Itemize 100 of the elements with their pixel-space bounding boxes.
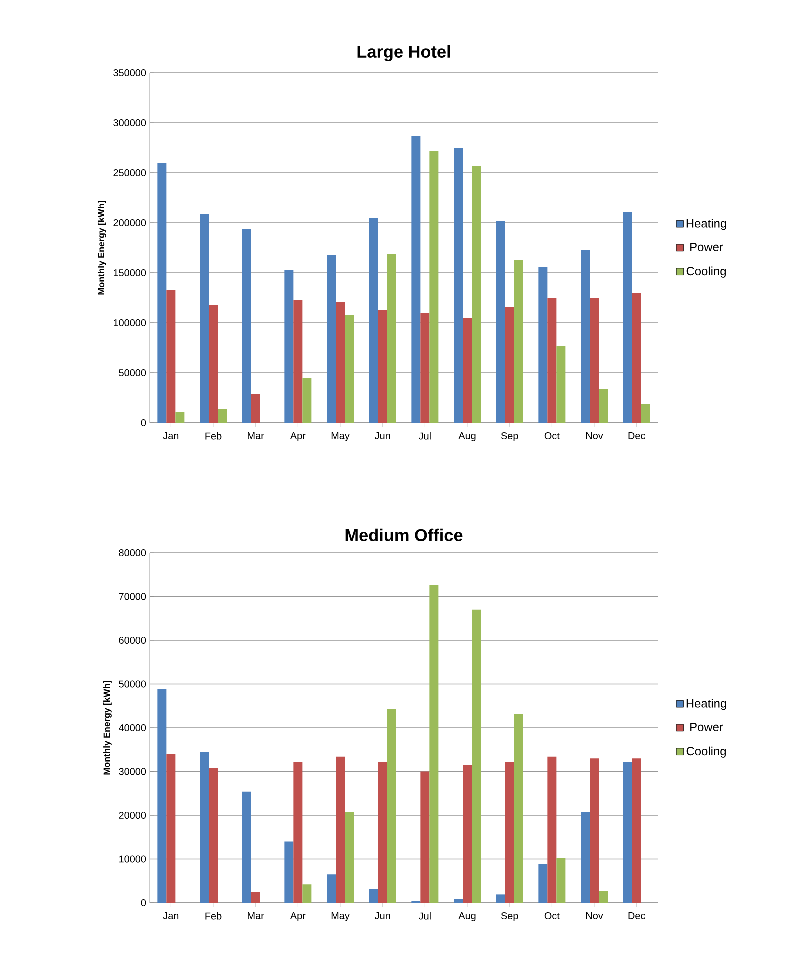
bar bbox=[548, 756, 557, 903]
bar bbox=[496, 894, 506, 903]
bar bbox=[336, 756, 346, 903]
y-tick-label: 80000 bbox=[119, 549, 146, 557]
y-tick-label: 20000 bbox=[119, 812, 146, 820]
x-tick-label: Aug bbox=[458, 912, 476, 922]
bar bbox=[538, 266, 548, 423]
bar bbox=[387, 254, 396, 423]
x-tick-label: Nov bbox=[586, 912, 604, 920]
bar bbox=[623, 212, 632, 423]
bar bbox=[327, 874, 336, 903]
x-tick-label: Jan bbox=[163, 912, 179, 920]
bar bbox=[454, 900, 464, 903]
bar bbox=[548, 298, 557, 423]
bar bbox=[345, 812, 354, 903]
y-tick-label: 0 bbox=[141, 419, 146, 427]
y-tick-label: 100000 bbox=[114, 319, 146, 327]
x-tick-label: Apr bbox=[290, 432, 306, 442]
x-tick-label: Feb bbox=[206, 912, 222, 920]
legend-label: Cooling bbox=[686, 746, 726, 758]
bar bbox=[463, 318, 472, 423]
bar bbox=[472, 610, 482, 903]
bar bbox=[251, 394, 260, 423]
y-tick-label: 150000 bbox=[114, 269, 146, 277]
x-tick-label: Mar bbox=[248, 432, 264, 440]
bar bbox=[218, 408, 227, 423]
bar bbox=[454, 148, 464, 423]
x-tick-label: Dec bbox=[628, 912, 646, 920]
legend-label: Power bbox=[690, 723, 724, 732]
bar bbox=[599, 891, 608, 903]
bar bbox=[641, 404, 650, 423]
y-tick-label: 350000 bbox=[114, 69, 146, 77]
y-tick-label: 70000 bbox=[119, 593, 146, 600]
bar bbox=[632, 292, 642, 423]
x-tick-label: Jul bbox=[418, 912, 431, 920]
bar bbox=[166, 754, 176, 903]
x-tick-label: May bbox=[332, 912, 350, 922]
bar bbox=[514, 260, 524, 423]
bar bbox=[209, 768, 218, 903]
bar bbox=[420, 312, 430, 423]
x-tick-label: Feb bbox=[206, 432, 222, 440]
bar bbox=[200, 214, 209, 423]
legend-label: Heating bbox=[686, 219, 726, 230]
bar bbox=[176, 412, 185, 423]
bar bbox=[327, 254, 336, 423]
x-tick-label: Apr bbox=[290, 912, 306, 922]
bar bbox=[251, 892, 260, 903]
legend-label: Heating bbox=[686, 699, 726, 710]
bar bbox=[242, 792, 252, 903]
y-tick-label: 250000 bbox=[114, 169, 146, 177]
bar bbox=[430, 584, 439, 903]
y-tick-label: 40000 bbox=[119, 724, 146, 732]
x-tick-label: Oct bbox=[544, 912, 560, 920]
bar bbox=[158, 690, 167, 903]
y-tick-label: 300000 bbox=[114, 119, 146, 127]
y-tick-label: 30000 bbox=[119, 768, 146, 776]
bar bbox=[632, 758, 642, 903]
x-tick-label: Sep bbox=[501, 432, 518, 442]
bar bbox=[345, 314, 354, 423]
bar bbox=[200, 752, 210, 903]
y-tick-label: 50000 bbox=[119, 369, 146, 377]
bar bbox=[556, 346, 566, 423]
bar bbox=[378, 310, 388, 423]
y-tick-label: 10000 bbox=[120, 856, 146, 863]
x-tick-label: Nov bbox=[586, 432, 604, 440]
bar bbox=[294, 300, 303, 423]
bar bbox=[302, 378, 312, 423]
x-tick-label: Jun bbox=[374, 912, 390, 920]
bar bbox=[158, 162, 167, 423]
bar bbox=[505, 762, 514, 903]
x-tick-label: Jan bbox=[163, 432, 179, 440]
bar bbox=[336, 302, 346, 423]
y-axis-title: Monthly Energy [kWh] bbox=[104, 681, 112, 775]
x-tick-label: May bbox=[332, 432, 350, 442]
x-tick-label: Aug bbox=[458, 432, 476, 442]
bar bbox=[496, 220, 506, 423]
x-tick-label: Jul bbox=[418, 432, 431, 440]
bar bbox=[369, 889, 378, 903]
legend-label: Power bbox=[690, 243, 724, 252]
bar bbox=[590, 298, 600, 423]
x-tick-label: Mar bbox=[248, 912, 264, 920]
bar bbox=[412, 136, 421, 423]
bar bbox=[556, 858, 566, 903]
x-tick-label: Sep bbox=[501, 912, 518, 922]
bar bbox=[623, 762, 632, 903]
bar bbox=[294, 762, 303, 903]
bar bbox=[302, 884, 312, 903]
x-tick-label: Dec bbox=[628, 432, 646, 440]
bar bbox=[420, 772, 430, 903]
bar bbox=[590, 758, 600, 903]
bar bbox=[378, 762, 388, 903]
bar bbox=[209, 304, 218, 423]
y-tick-label: 50000 bbox=[119, 680, 146, 688]
bar bbox=[284, 270, 294, 423]
bar bbox=[472, 166, 482, 423]
bar bbox=[369, 218, 378, 423]
y-axis-title: Monthly Energy [kWh] bbox=[98, 201, 106, 295]
bar bbox=[463, 765, 472, 903]
bar bbox=[505, 306, 514, 423]
x-tick-label: Oct bbox=[544, 432, 560, 440]
